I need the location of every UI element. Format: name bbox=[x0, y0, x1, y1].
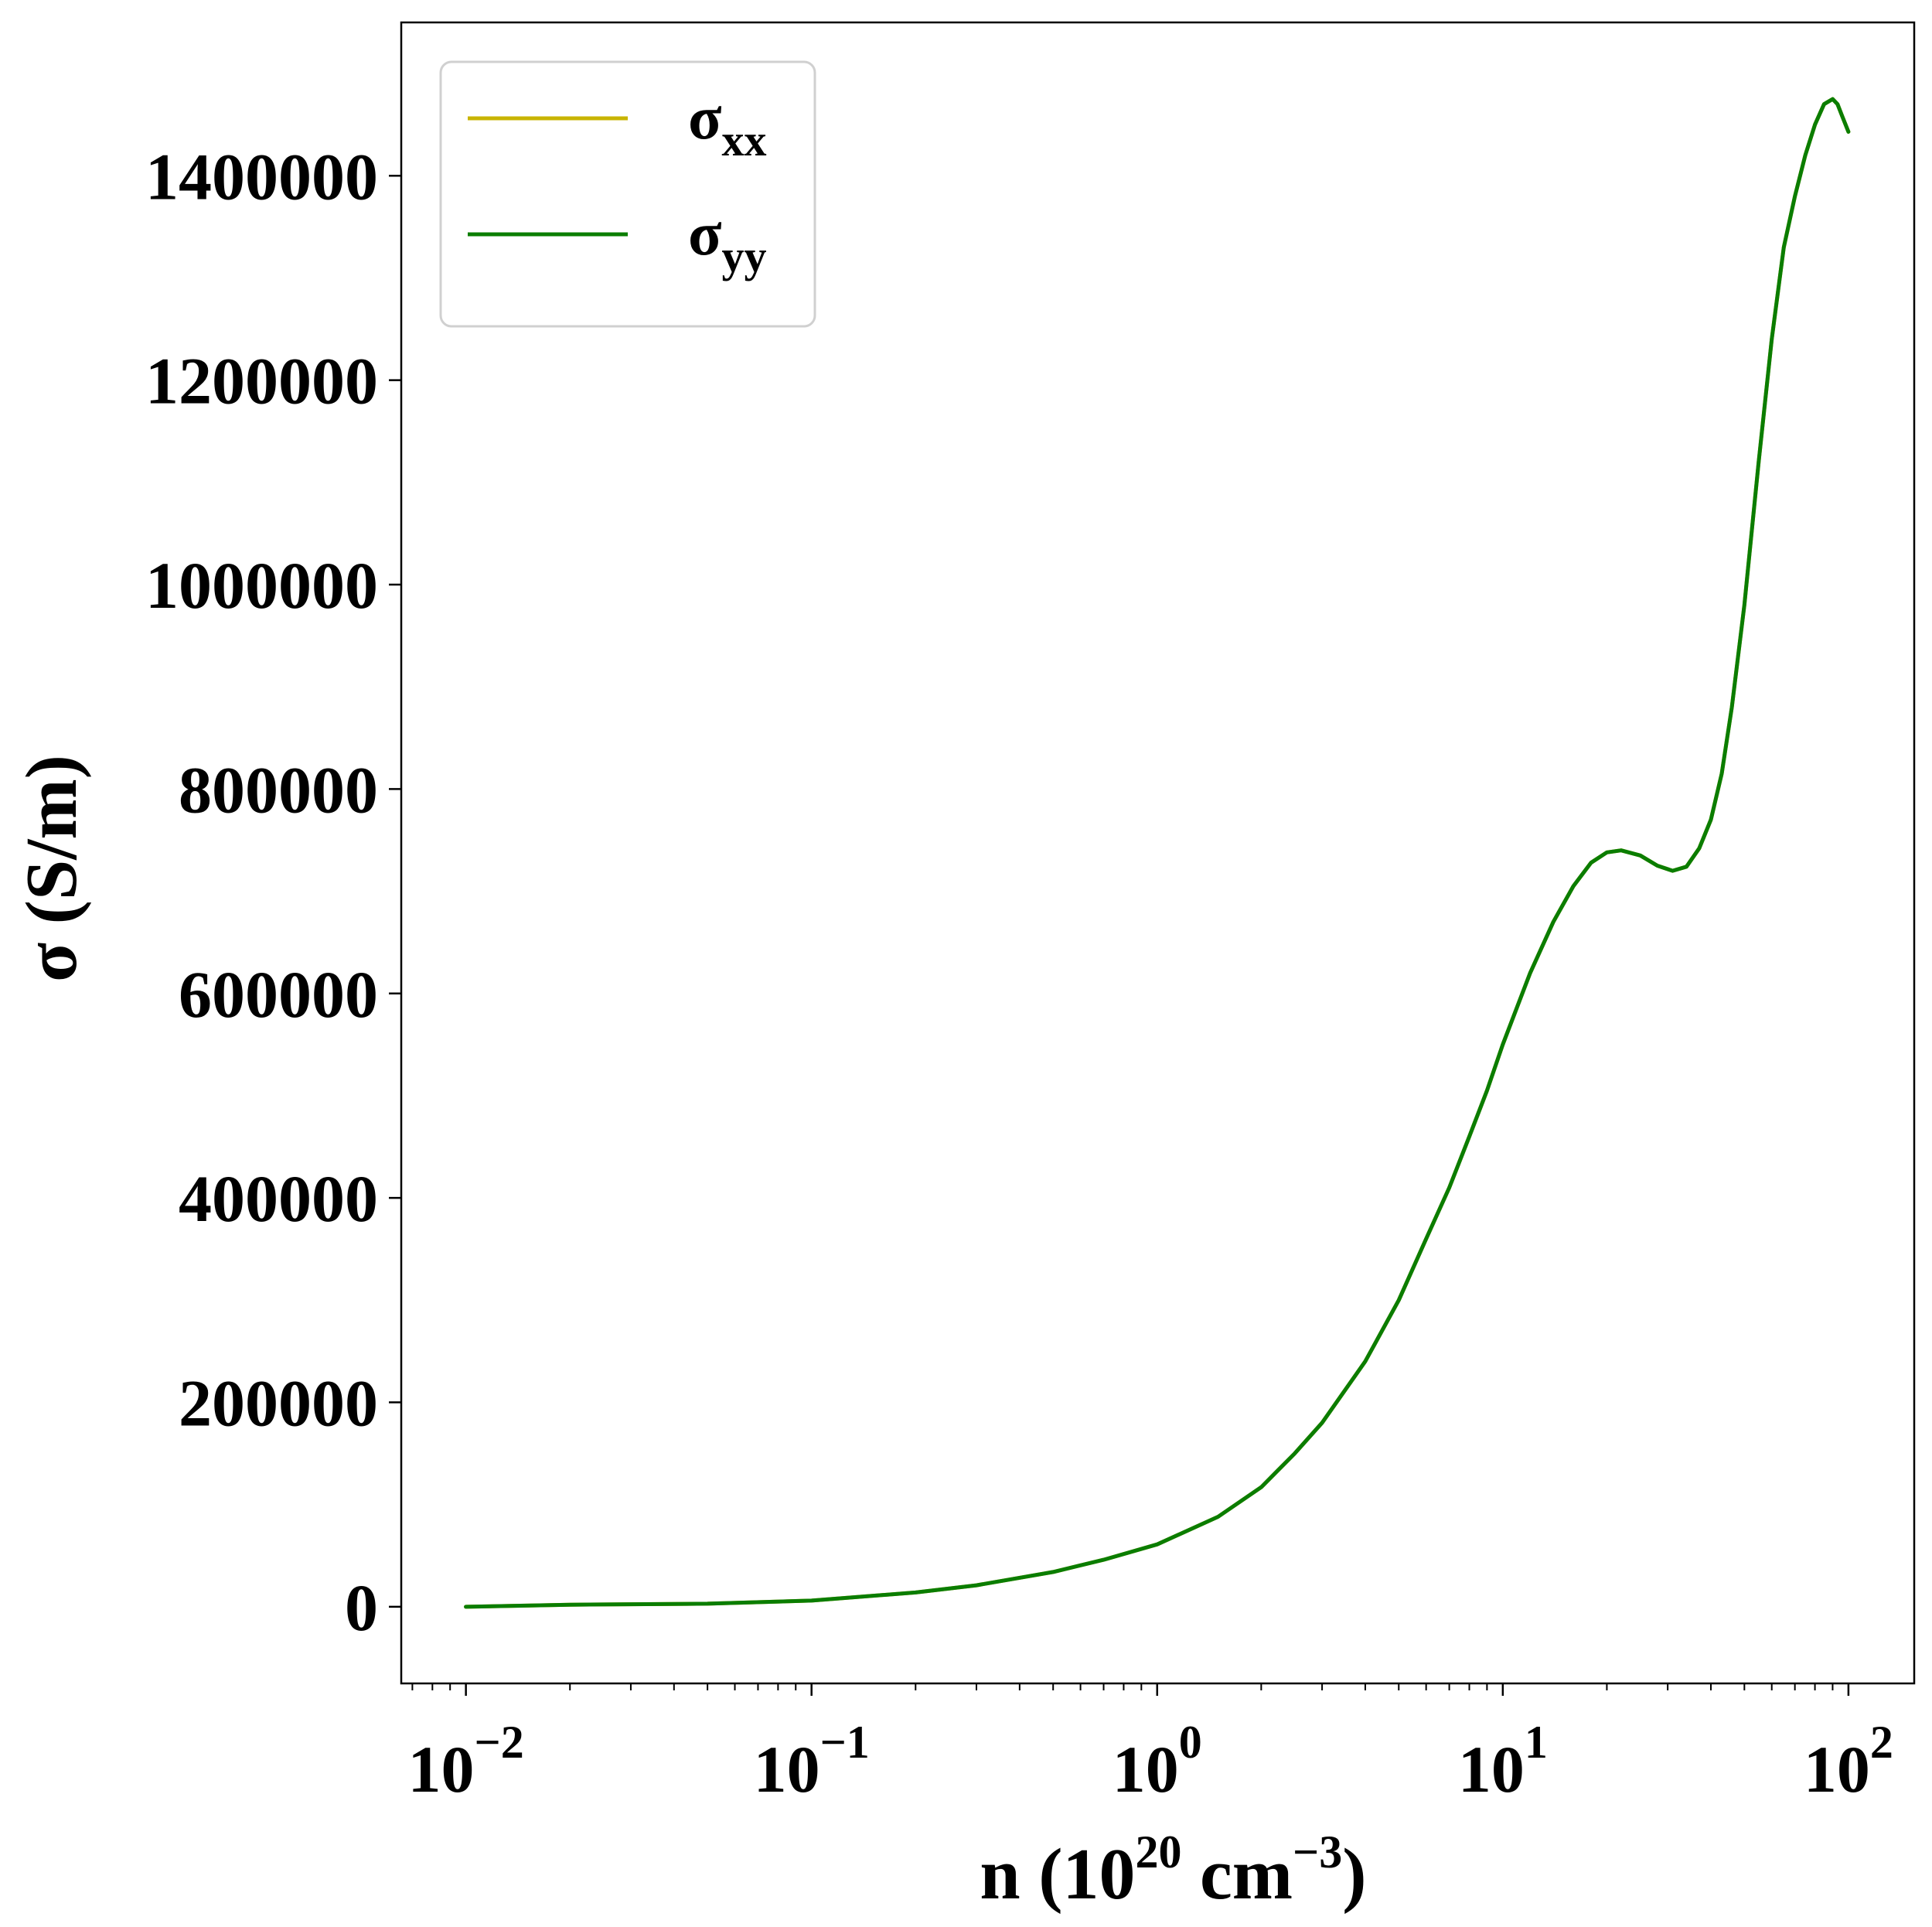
y-tick-label: 400000 bbox=[179, 1161, 378, 1236]
x-tick-label: 10−1 bbox=[754, 1717, 870, 1806]
x-tick-label-exponent: 2 bbox=[1870, 1717, 1893, 1768]
series-layer bbox=[464, 97, 1851, 1609]
legend-label-subscript: xx bbox=[722, 115, 767, 165]
y-tick-label: 800000 bbox=[179, 752, 378, 827]
x-tick-label-exponent: −1 bbox=[820, 1717, 870, 1768]
x-tick-label-exponent: −2 bbox=[475, 1717, 524, 1768]
x-tick-label: 100 bbox=[1113, 1717, 1202, 1806]
y-tick-label: 200000 bbox=[179, 1366, 378, 1440]
x-tick-label-base: 10 bbox=[1804, 1732, 1870, 1806]
y-tick-label: 600000 bbox=[179, 957, 378, 1032]
x-tick-label: 102 bbox=[1804, 1717, 1893, 1806]
x-axis-ticks: 10−2 10−1 100 101 102 bbox=[408, 1683, 1893, 1806]
legend-label-subscript: yy bbox=[722, 231, 767, 281]
x-axis-label: n (1020 cm−3) bbox=[980, 1826, 1366, 1915]
x-axis-label-mid: cm bbox=[1182, 1834, 1293, 1915]
x-axis-label-suffix: ) bbox=[1342, 1834, 1366, 1915]
series-line-sigma-yy bbox=[464, 97, 1851, 1609]
x-tick-label-base: 10 bbox=[754, 1732, 820, 1806]
x-tick-label-exponent: 0 bbox=[1179, 1717, 1202, 1768]
x-tick-label: 101 bbox=[1458, 1717, 1548, 1806]
y-axis-label: σ (S/m) bbox=[12, 755, 92, 982]
y-tick-label: 1200000 bbox=[145, 344, 378, 418]
y-axis-ticks: 0 200000 400000 600000 800000 1000000 1200000 1… bbox=[145, 139, 401, 1645]
x-axis-label-prefix: n (10 bbox=[980, 1834, 1135, 1915]
y-tick-label: 1000000 bbox=[145, 548, 378, 622]
x-tick-label: 10−2 bbox=[408, 1717, 524, 1806]
y-tick-label: 0 bbox=[345, 1571, 378, 1645]
legend-box bbox=[439, 60, 816, 328]
x-tick-label-base: 10 bbox=[1113, 1732, 1179, 1806]
x-axis-label-exponent-2: −3 bbox=[1293, 1826, 1342, 1878]
legend-label-symbol: σ bbox=[688, 200, 722, 268]
legend-label-xx: σxx bbox=[688, 84, 767, 165]
x-tick-label-base: 10 bbox=[408, 1732, 475, 1806]
x-tick-label-exponent: 1 bbox=[1525, 1717, 1548, 1768]
x-tick-label-base: 10 bbox=[1458, 1732, 1525, 1806]
y-tick-label: 1400000 bbox=[145, 139, 378, 213]
legend-label-symbol: σ bbox=[688, 84, 722, 152]
x-axis-label-exponent-1: 20 bbox=[1136, 1826, 1182, 1878]
legend-label-yy: σyy bbox=[688, 200, 767, 281]
